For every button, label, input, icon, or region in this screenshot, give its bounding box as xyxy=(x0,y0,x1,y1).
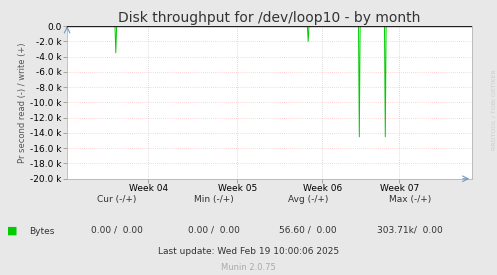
Text: 0.00 /  0.00: 0.00 / 0.00 xyxy=(91,226,143,234)
Text: ■: ■ xyxy=(7,226,18,236)
Text: Cur (-/+): Cur (-/+) xyxy=(97,195,137,204)
Text: 56.60 /  0.00: 56.60 / 0.00 xyxy=(279,226,337,234)
Text: Min (-/+): Min (-/+) xyxy=(194,195,234,204)
Text: 0.00 /  0.00: 0.00 / 0.00 xyxy=(188,226,240,234)
Text: Bytes: Bytes xyxy=(29,227,54,235)
Text: 303.71k/  0.00: 303.71k/ 0.00 xyxy=(377,226,443,234)
Text: Avg (-/+): Avg (-/+) xyxy=(288,195,329,204)
Title: Disk throughput for /dev/loop10 - by month: Disk throughput for /dev/loop10 - by mon… xyxy=(118,11,421,25)
Text: Munin 2.0.75: Munin 2.0.75 xyxy=(221,263,276,272)
Text: Max (-/+): Max (-/+) xyxy=(389,195,431,204)
Text: Last update: Wed Feb 19 10:00:06 2025: Last update: Wed Feb 19 10:00:06 2025 xyxy=(158,248,339,256)
Y-axis label: Pr second read (-) / write (+): Pr second read (-) / write (+) xyxy=(18,42,27,163)
Text: RRDTOOL / TOBI OETIKER: RRDTOOL / TOBI OETIKER xyxy=(491,70,496,150)
